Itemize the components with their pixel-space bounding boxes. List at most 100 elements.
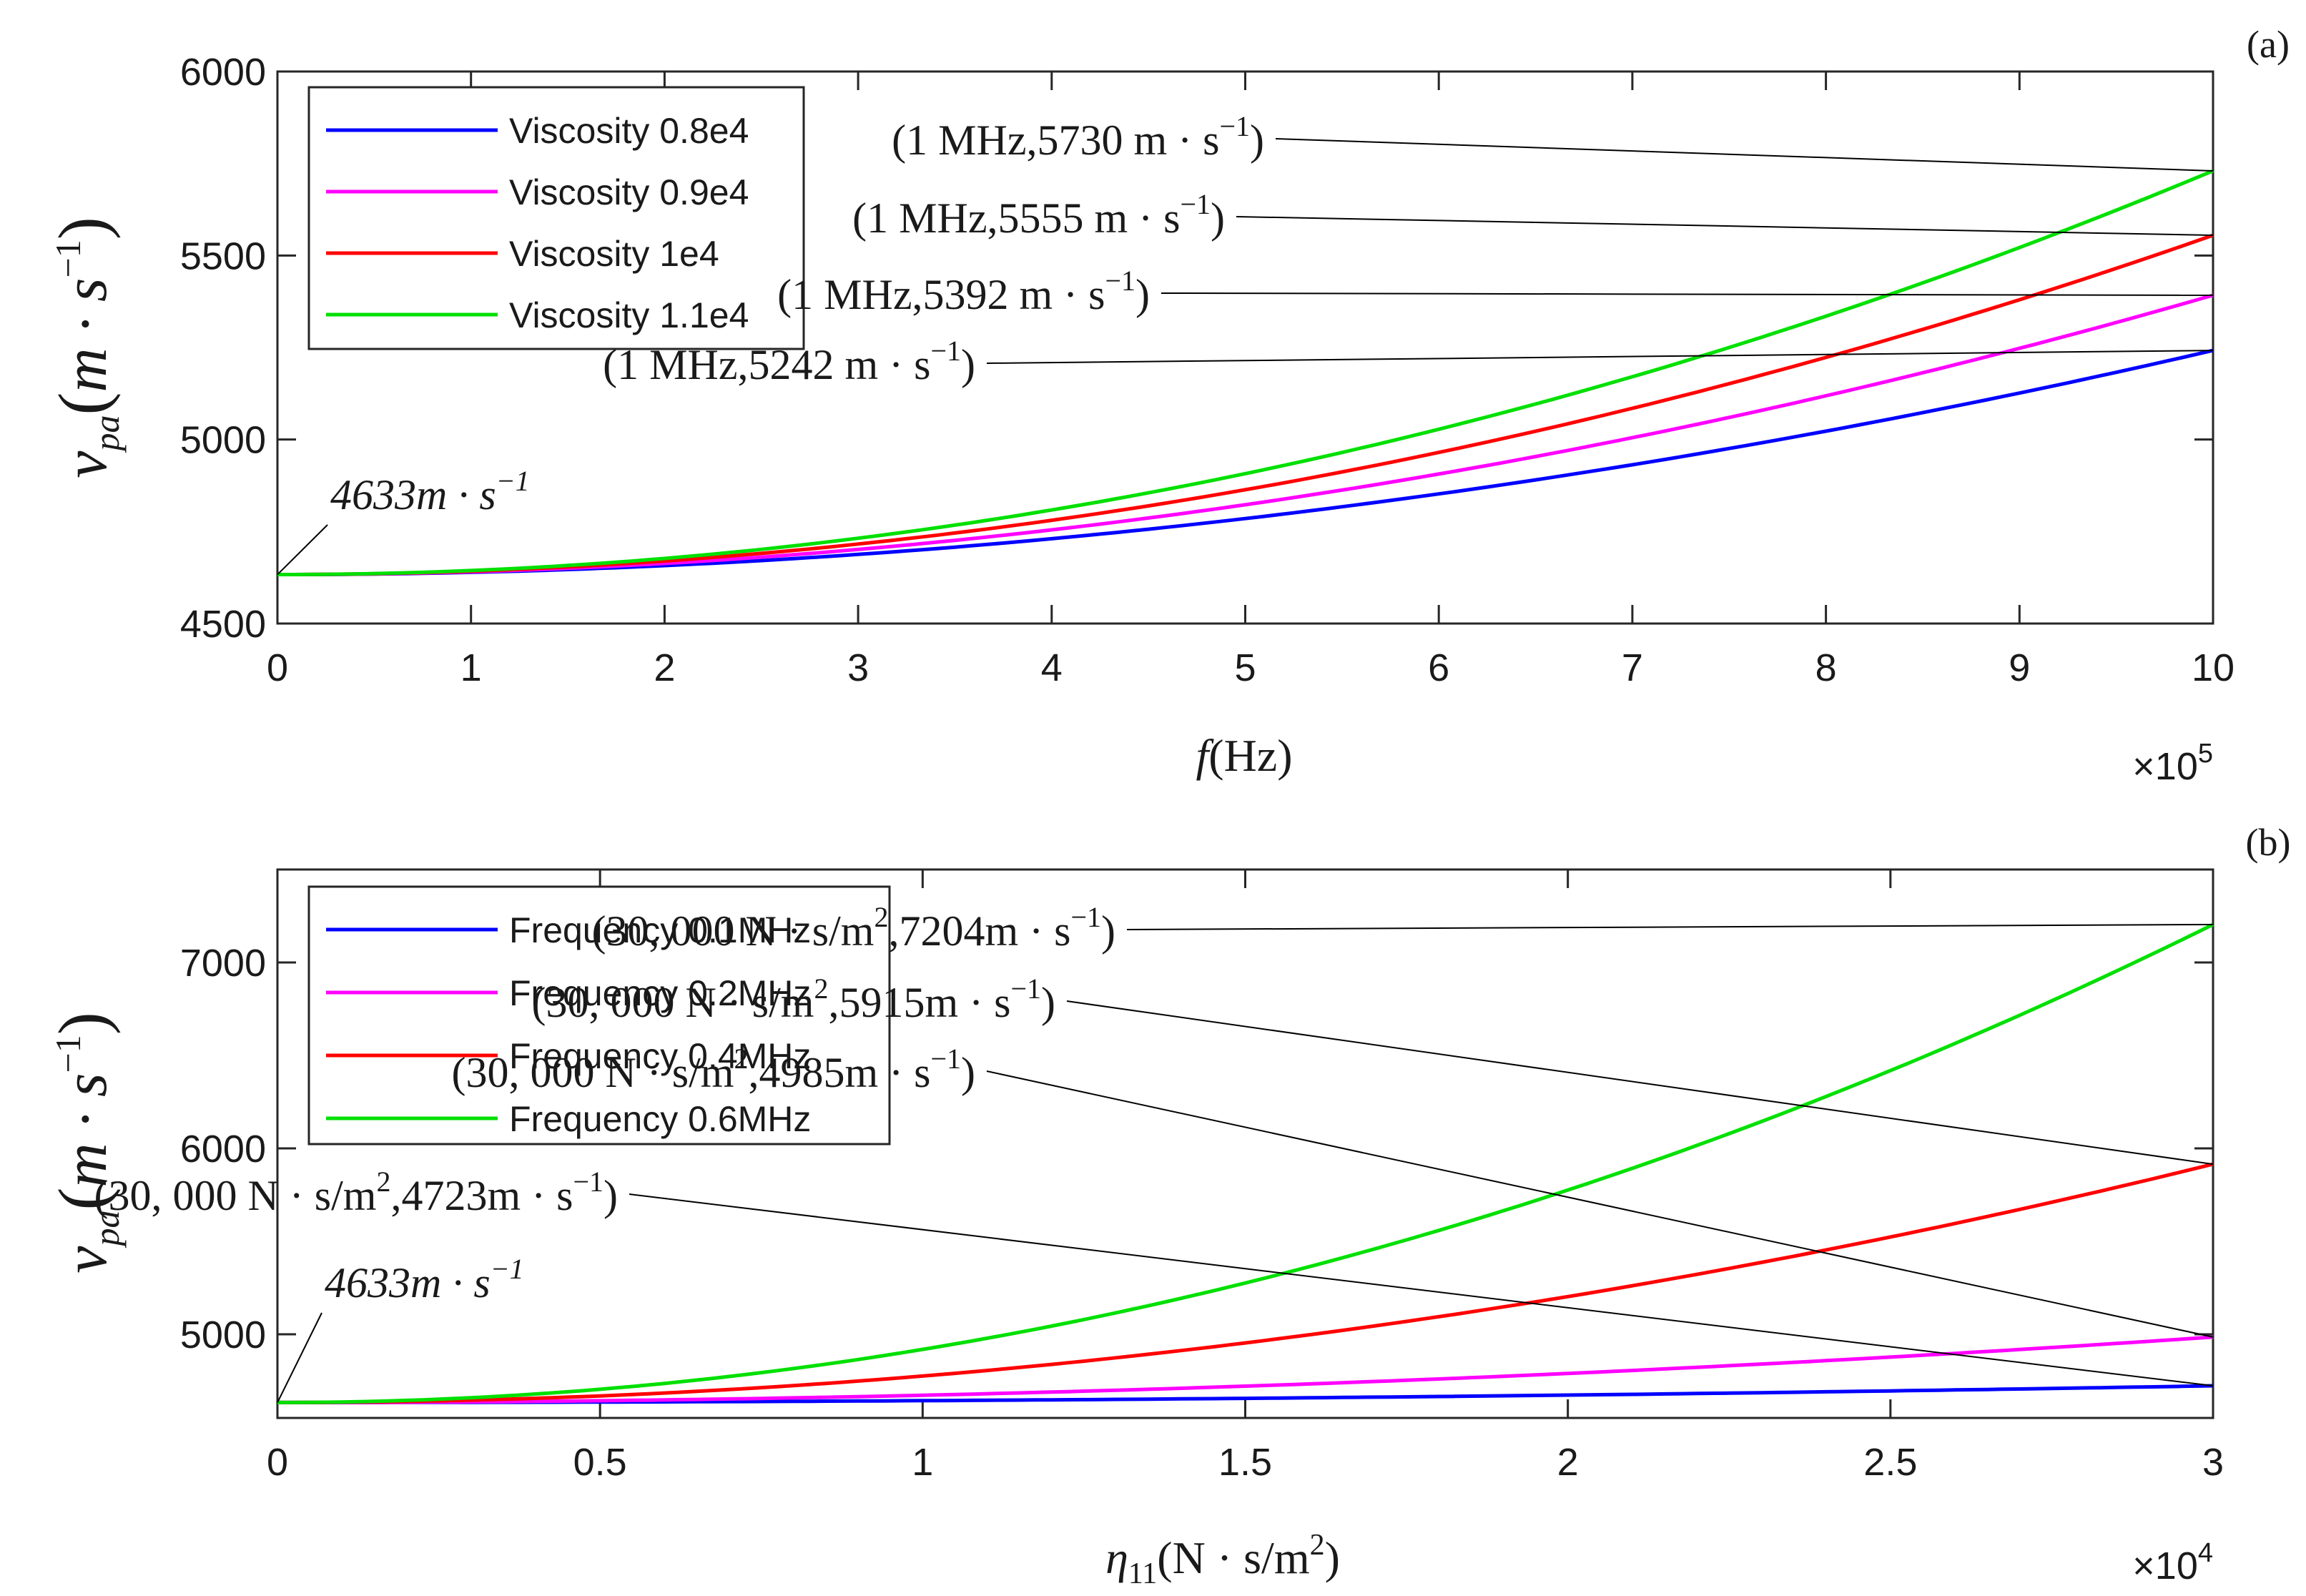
series-line-0 bbox=[277, 348, 2214, 576]
y-tick-label: 5500 bbox=[180, 235, 266, 277]
start-annotation-text: 4633m · s bbox=[330, 471, 496, 518]
end-annotation-close: ) bbox=[961, 1049, 975, 1096]
x-multiplier-base: ×10 bbox=[2132, 745, 2198, 788]
y-label-main: v bbox=[51, 1246, 119, 1274]
start-annotation: 4633m · s−1 bbox=[325, 1253, 524, 1306]
y-label-sub: pa bbox=[87, 415, 127, 453]
end-annotation-text: (30, 000 N · s/m bbox=[591, 907, 874, 955]
y-axis-label: vpa(m · s−1) bbox=[44, 1012, 127, 1273]
x-label-unit: (Hz) bbox=[1208, 730, 1292, 781]
end-annotation: (1 MHz,5392 m · s−1) bbox=[777, 265, 1150, 318]
x-multiplier-base: ×10 bbox=[2132, 1545, 2198, 1587]
x-tick-label: 4 bbox=[1041, 646, 1063, 689]
legend-entry: Frequency 0.1MHz bbox=[509, 910, 811, 950]
x-tick-label: 0.5 bbox=[573, 1441, 627, 1484]
y-label-unit: m · s bbox=[51, 1073, 119, 1187]
end-annotation-text: (30, 000 N · s/m bbox=[94, 1172, 376, 1219]
end-annotation-exp2: −1 bbox=[1010, 972, 1041, 1005]
y-tick-label: 4500 bbox=[180, 603, 266, 646]
x-multiplier: ×105 bbox=[2132, 739, 2213, 788]
end-annotation-text2: ,4723m · s bbox=[390, 1172, 573, 1219]
x-label-main: η bbox=[1105, 1532, 1128, 1583]
end-annotation-exp: −1 bbox=[930, 335, 961, 367]
chart-panel-b: 0 0.5 1 1.5 2 2.5 3 5000 6000 7000 Frequency 0.1MH… bbox=[44, 821, 2290, 1590]
x-tick-label: 1 bbox=[912, 1441, 933, 1484]
end-annotation-close: ) bbox=[603, 1172, 618, 1219]
y-label-exp: −1 bbox=[48, 240, 88, 277]
legend-entry: Frequency 0.2MHz bbox=[509, 973, 811, 1013]
series-line-3 bbox=[277, 922, 2214, 1404]
x-multiplier: ×104 bbox=[2132, 1538, 2213, 1587]
y-axis-label: vpa(m · s−1) bbox=[44, 217, 127, 478]
y-label-unit: m · s bbox=[51, 277, 119, 392]
panel-label: (a) bbox=[2247, 23, 2290, 66]
chart-panel-a: 0 1 2 3 4 5 6 7 8 9 10 4500 5000 5500 6000 Viscosity 0.… bbox=[44, 23, 2290, 788]
end-annotation: (1 MHz,5730 m · s−1) bbox=[892, 110, 1264, 164]
x-tick-label: 8 bbox=[1815, 646, 1837, 689]
y-tick-label: 5000 bbox=[180, 419, 266, 462]
end-annotation-close: ) bbox=[1041, 979, 1055, 1026]
end-annotation-exp2: −1 bbox=[1070, 901, 1101, 933]
x-label-exp: 2 bbox=[1310, 1529, 1325, 1562]
x-tick-label: 9 bbox=[2009, 646, 2030, 689]
y-label-exp: −1 bbox=[48, 1035, 88, 1073]
end-annotation-exp: −1 bbox=[1180, 188, 1211, 220]
x-axis-label: η11(N · s/m2) bbox=[1105, 1529, 1340, 1590]
legend-entry: Frequency 0.6MHz bbox=[509, 1099, 811, 1139]
start-leader-line bbox=[277, 524, 328, 576]
end-annotation-exp: 2 bbox=[376, 1166, 390, 1198]
x-tick-label: 1.5 bbox=[1218, 1441, 1272, 1484]
x-label-close: ) bbox=[1325, 1532, 1340, 1583]
end-leader-line bbox=[629, 1193, 2214, 1387]
start-annotation-text: 4633m · s bbox=[325, 1259, 491, 1306]
end-leader-line bbox=[1236, 216, 2214, 237]
y-tick-label: 6000 bbox=[180, 1128, 266, 1171]
x-tick-label: 0 bbox=[267, 646, 288, 689]
start-annotation-exp: −1 bbox=[491, 1253, 524, 1285]
x-tick-label: 0 bbox=[267, 1441, 288, 1484]
legend-entry: Viscosity 1e4 bbox=[509, 234, 719, 274]
end-annotation-exp: 2 bbox=[874, 901, 888, 933]
y-tick-label: 6000 bbox=[180, 51, 266, 94]
end-annotation-exp2: −1 bbox=[930, 1043, 961, 1075]
x-tick-label: 5 bbox=[1234, 646, 1256, 689]
end-annotation-text: (1 MHz,5555 m · s bbox=[852, 194, 1180, 242]
x-label-sub: 11 bbox=[1128, 1557, 1157, 1590]
end-annotation: (1 MHz,5242 m · s−1) bbox=[603, 335, 975, 388]
series-line-1 bbox=[277, 1335, 2214, 1404]
end-annotation-exp: 2 bbox=[734, 1043, 748, 1075]
y-label-paren-close: ) bbox=[44, 1012, 121, 1035]
end-leader-line bbox=[1161, 292, 2214, 296]
legend-entry: Viscosity 0.9e4 bbox=[509, 172, 749, 212]
end-annotation-exp2: −1 bbox=[573, 1166, 603, 1198]
end-annotation-text2: ,4985m · s bbox=[748, 1049, 930, 1096]
x-multiplier-exp: 5 bbox=[2198, 739, 2213, 769]
x-tick-label: 10 bbox=[2192, 646, 2234, 689]
end-annotation-text: (1 MHz,5730 m · s bbox=[892, 117, 1219, 164]
start-leader-line bbox=[277, 1312, 322, 1403]
end-annotation: (30, 000 N · s/m2,5915m · s−1) bbox=[531, 972, 1055, 1026]
end-annotation-exp: −1 bbox=[1219, 110, 1250, 142]
series-line-2 bbox=[277, 1162, 2214, 1404]
end-annotation: (30, 000 N · s/m2,4723m · s−1) bbox=[94, 1166, 618, 1219]
end-annotation-text2: ,5915m · s bbox=[828, 979, 1010, 1026]
end-leader-line bbox=[1126, 923, 2214, 930]
x-label-unit: (N · s/m bbox=[1157, 1532, 1309, 1583]
end-annotation-text: (30, 000 N · s/m bbox=[451, 1049, 734, 1096]
y-label-paren-close: ) bbox=[44, 217, 121, 240]
y-tick-label: 5000 bbox=[180, 1314, 266, 1356]
start-annotation-exp: −1 bbox=[496, 465, 530, 497]
end-leader-line bbox=[986, 1070, 2214, 1338]
panel-label: (b) bbox=[2246, 821, 2291, 864]
end-leader-line bbox=[1066, 1000, 2214, 1166]
x-tick-label: 2.5 bbox=[1863, 1441, 1917, 1484]
end-annotation-text: (1 MHz,5392 m · s bbox=[777, 271, 1105, 318]
end-annotation-close: ) bbox=[1250, 117, 1264, 164]
y-label-paren: ( bbox=[44, 393, 121, 415]
end-annotation-close: ) bbox=[1101, 907, 1115, 955]
x-tick-label: 1 bbox=[460, 646, 482, 689]
legend-entry: Viscosity 1.1e4 bbox=[509, 295, 749, 335]
legend-entry: Frequency 0.4MHz bbox=[509, 1036, 811, 1076]
y-label-paren: ( bbox=[44, 1188, 121, 1211]
x-tick-label: 3 bbox=[2202, 1441, 2224, 1484]
